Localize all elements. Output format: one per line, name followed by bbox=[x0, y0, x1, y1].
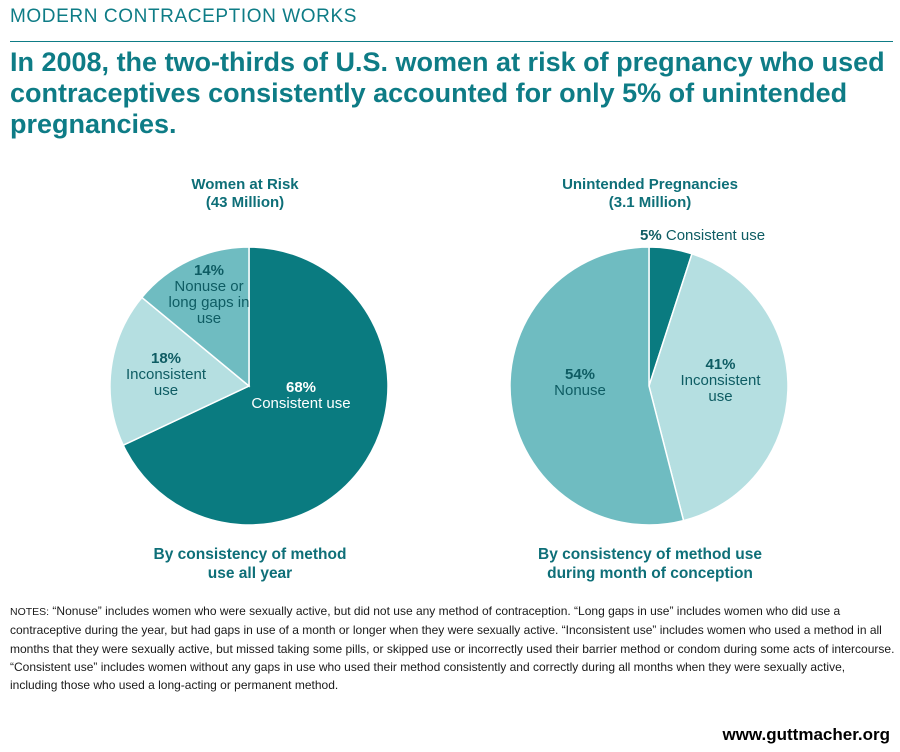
notes-body: “Nonuse” includes women who were sexuall… bbox=[10, 604, 895, 693]
right-slice-label-consistent: 5% Consistent use bbox=[640, 228, 800, 244]
right-slice-label-nonuse: 54% Nonuse bbox=[535, 367, 625, 399]
left-slice-label-consistent: 68% Consistent use bbox=[236, 380, 366, 412]
left-chart-subtitle: (43 Million) bbox=[205, 194, 285, 211]
header-divider bbox=[10, 41, 893, 42]
left-pie-slice-nonuse bbox=[140, 246, 250, 388]
right-pie-slice-inconsistent bbox=[648, 252, 789, 522]
left-caption-line1: By consistency of method bbox=[153, 546, 347, 563]
left-slice-text-inconsistent: Inconsistent use bbox=[125, 366, 207, 399]
section-kicker: MODERN CONTRACEPTION WORKS bbox=[10, 6, 358, 27]
right-slice-pct-consistent: 5% bbox=[640, 227, 662, 244]
left-chart-caption: By consistency of method use all year bbox=[100, 545, 400, 583]
left-caption-line2: use all year bbox=[207, 565, 293, 582]
right-chart-caption: By consistency of method use during mont… bbox=[490, 545, 810, 583]
page-title: In 2008, the two-thirds of U.S. women at… bbox=[10, 47, 885, 139]
right-caption-line1: By consistency of method use bbox=[538, 546, 762, 563]
left-slice-pct-consistent: 68% bbox=[285, 379, 317, 396]
left-pie-chart bbox=[109, 246, 389, 526]
right-chart-subtitle: (3.1 Million) bbox=[608, 194, 692, 211]
notes-text: NOTES: “Nonuse” includes women who were … bbox=[10, 602, 895, 694]
right-pie-chart bbox=[509, 246, 789, 526]
right-slice-text-consistent: Consistent use bbox=[665, 227, 766, 244]
left-pie-slice-consistent bbox=[122, 246, 389, 526]
notes-label: NOTES: bbox=[10, 606, 50, 618]
left-pie-slice-inconsistent bbox=[109, 296, 251, 447]
right-slice-text-nonuse: Nonuse bbox=[554, 382, 606, 399]
left-chart-title-block: Women at Risk (43 Million) bbox=[145, 176, 345, 212]
right-chart-title: Unintended Pregnancies bbox=[562, 176, 738, 193]
right-caption-line2: during month of conception bbox=[547, 565, 753, 582]
right-pie-slice-nonuse bbox=[509, 246, 685, 526]
left-slice-text-consistent: Consistent use bbox=[251, 395, 351, 412]
right-slice-text-inconsistent: Inconsistent use bbox=[680, 372, 761, 405]
right-slice-label-inconsistent: 41% Inconsistent use bbox=[668, 357, 773, 405]
left-slice-pct-inconsistent: 18% bbox=[150, 350, 182, 367]
left-slice-pct-nonuse: 14% bbox=[193, 262, 225, 279]
left-slice-text-nonuse: Nonuse or long gaps in use bbox=[168, 278, 250, 327]
left-slice-label-nonuse: 14% Nonuse or long gaps in use bbox=[161, 263, 257, 327]
left-slice-label-inconsistent: 18% Inconsistent use bbox=[116, 351, 216, 399]
right-slice-pct-inconsistent: 41% bbox=[705, 356, 736, 373]
right-chart-title-block: Unintended Pregnancies (3.1 Million) bbox=[500, 176, 800, 212]
left-chart-title: Women at Risk bbox=[191, 176, 299, 193]
brand-url[interactable]: www.guttmacher.org bbox=[710, 720, 894, 750]
right-slice-pct-nonuse: 54% bbox=[564, 366, 596, 383]
